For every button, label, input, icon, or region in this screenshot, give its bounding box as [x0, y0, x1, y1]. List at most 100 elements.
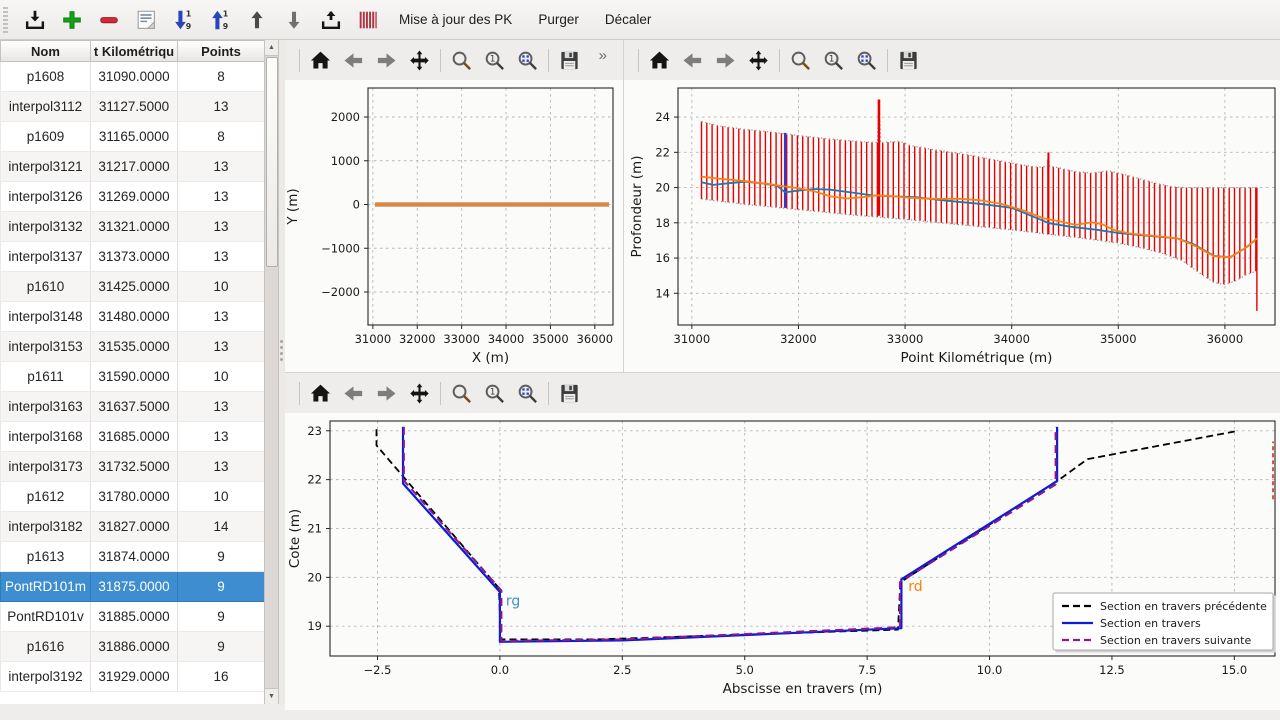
table-row[interactable]: PontRD101v 31885.0000 9 [0, 602, 278, 632]
cell-points: 16 [178, 662, 265, 692]
add-icon[interactable] [58, 6, 85, 33]
plot-toolbar-profil: 1 [624, 40, 1280, 80]
figure-section: 1 rg rd −2.5 0.0 2.5 5.0 7.5 10.0 12.5 15.0 19 20 21… [285, 372, 1280, 710]
toolbar-grip[interactable] [3, 7, 8, 33]
x-axis-label: Abscisse en travers (m) [723, 681, 883, 697]
svg-text:10.0: 10.0 [977, 663, 1003, 677]
scrollbar-thumb[interactable] [266, 57, 278, 267]
move-down-icon[interactable] [280, 6, 307, 33]
table-row[interactable]: p1613 31874.0000 9 [0, 542, 278, 572]
column-header-points[interactable]: Points [178, 40, 265, 62]
scroll-down-icon[interactable]: ▼ [265, 688, 278, 704]
plot-canvas-plan[interactable]: 31000 32000 33000 34000 35000 36000 2000 1000 0 −… [285, 80, 623, 372]
table-row[interactable]: interpol3192 31929.0000 16 [0, 662, 278, 692]
table-row[interactable]: interpol3132 31321.0000 13 [0, 212, 278, 242]
cell-points: 13 [178, 452, 265, 482]
forward-icon[interactable] [372, 46, 401, 75]
save-icon[interactable] [555, 379, 584, 408]
move-up-icon[interactable] [243, 6, 270, 33]
zoom-one-icon[interactable]: 1 [819, 46, 848, 75]
zoom-one-icon[interactable]: 1 [480, 379, 509, 408]
back-icon[interactable] [339, 46, 368, 75]
forward-icon[interactable] [372, 379, 401, 408]
table-row[interactable]: p1608 31090.0000 8 [0, 62, 278, 92]
home-icon[interactable] [306, 46, 335, 75]
toolbar-separator [299, 381, 300, 405]
export-icon[interactable] [317, 6, 344, 33]
plot-canvas-profil[interactable]: 31000 32000 33000 34000 35000 36000 14 16 18 20 22… [624, 80, 1280, 372]
plot-canvas-section[interactable]: rg rd −2.5 0.0 2.5 5.0 7.5 10.0 12.5 15.0 19 20 21 22… [285, 413, 1280, 710]
table-row[interactable]: interpol3137 31373.0000 13 [0, 242, 278, 272]
table-row[interactable]: interpol3148 31480.0000 13 [0, 302, 278, 332]
save-icon[interactable] [555, 46, 584, 75]
back-icon[interactable] [678, 46, 707, 75]
svg-text:9: 9 [185, 22, 190, 31]
remove-icon[interactable] [95, 6, 122, 33]
cell-points: 9 [178, 602, 265, 632]
cell-nom: interpol3153 [0, 332, 91, 362]
svg-text:1: 1 [490, 387, 495, 397]
save-icon[interactable] [894, 46, 923, 75]
table-row[interactable]: p1610 31425.0000 10 [0, 272, 278, 302]
table-row[interactable]: interpol3182 31827.0000 14 [0, 512, 278, 542]
home-icon[interactable] [645, 46, 674, 75]
legend[interactable]: Section en travers précédente Section en … [1052, 592, 1276, 653]
cell-pk: 31732.5000 [91, 452, 178, 482]
svg-text:1: 1 [829, 54, 834, 64]
edit-note-icon[interactable] [132, 6, 159, 33]
zoom-fit-icon[interactable] [513, 46, 542, 75]
table-row[interactable]: interpol3126 31269.0000 13 [0, 182, 278, 212]
axes: 31000 32000 33000 34000 35000 36000 14 16 18 20 22… [629, 87, 1276, 366]
table-row[interactable]: p1609 31165.0000 8 [0, 122, 278, 152]
cell-nom: p1616 [0, 632, 91, 662]
svg-text:18: 18 [655, 216, 670, 230]
table-row[interactable]: p1616 31886.0000 9 [0, 632, 278, 662]
purger-button[interactable]: Purger [527, 5, 590, 34]
table-row[interactable]: interpol3153 31535.0000 13 [0, 332, 278, 362]
maj-pk-button[interactable]: Mise à jour des PK [388, 5, 523, 34]
axes: −2.5 0.0 2.5 5.0 7.5 10.0 12.5 15.0 19 20 21 22 23 Ab… [287, 420, 1276, 697]
forward-icon[interactable] [711, 46, 740, 75]
table-row[interactable]: interpol3173 31732.5000 13 [0, 452, 278, 482]
zoom-fit-icon[interactable] [852, 46, 881, 75]
zoom-one-icon[interactable]: 1 [480, 46, 509, 75]
zoom-icon[interactable] [786, 46, 815, 75]
svg-text:−1000: −1000 [321, 241, 360, 255]
pk-stripes-icon[interactable] [354, 6, 381, 33]
axes-frame [367, 87, 614, 326]
zoom-fit-icon[interactable] [513, 379, 542, 408]
column-header-pk[interactable]: t Kilométriqu [91, 40, 178, 62]
pan-icon[interactable] [405, 46, 434, 75]
zoom-icon[interactable] [447, 46, 476, 75]
pan-icon[interactable] [405, 379, 434, 408]
table-row-partial[interactable] [0, 692, 278, 704]
table-row[interactable]: interpol3168 31685.0000 13 [0, 422, 278, 452]
table-row[interactable]: interpol3121 31217.0000 13 [0, 152, 278, 182]
table-row[interactable]: PontRD101m 31875.0000 9 [0, 572, 278, 602]
table-row[interactable]: p1612 31780.0000 10 [0, 482, 278, 512]
table-row[interactable]: interpol3163 31637.5000 13 [0, 392, 278, 422]
cell-points: 13 [178, 422, 265, 452]
back-icon[interactable] [339, 379, 368, 408]
plot-data [375, 426, 1274, 643]
table-row[interactable]: p1611 31590.0000 10 [0, 362, 278, 392]
cell-pk: 31875.0000 [91, 572, 178, 602]
decaler-button[interactable]: Décaler [594, 5, 663, 34]
cell-nom: interpol3132 [0, 212, 91, 242]
column-header-nom[interactable]: Nom [0, 40, 91, 62]
import-icon[interactable] [21, 6, 48, 33]
toolbar-overflow-chevrons[interactable]: » [598, 47, 607, 64]
axes: 31000 32000 33000 34000 35000 36000 2000 1000 0 −… [285, 87, 614, 366]
pan-icon[interactable] [744, 46, 773, 75]
scroll-up-icon[interactable]: ▲ [265, 40, 278, 56]
panel-splitter[interactable] [279, 40, 285, 704]
annotation-rd: rd [908, 579, 922, 595]
splitter-grip-icon [280, 340, 283, 343]
table-scrollbar[interactable]: ▲ ▼ [264, 40, 278, 704]
svg-text:0.0: 0.0 [491, 663, 509, 677]
zoom-icon[interactable] [447, 379, 476, 408]
home-icon[interactable] [306, 379, 335, 408]
table-row[interactable]: interpol3112 31127.5000 13 [0, 92, 278, 122]
